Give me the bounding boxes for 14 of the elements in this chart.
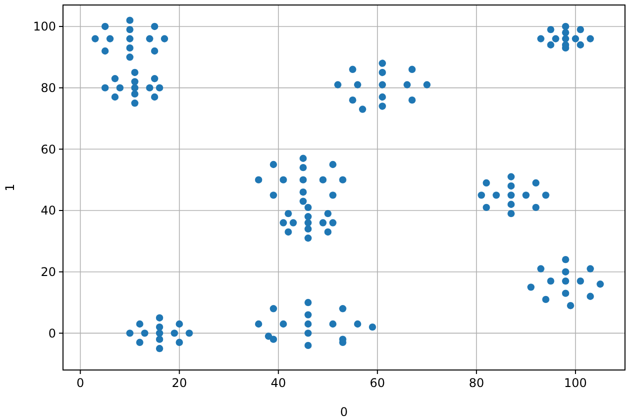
y-axis-title: 1 — [3, 184, 17, 192]
y-tick-label: 100 — [33, 20, 56, 34]
x-tick-label: 80 — [468, 376, 484, 390]
y-tick-label: 80 — [40, 81, 56, 96]
x-tick-label: 100 — [564, 376, 587, 390]
x-tick-label: 40 — [270, 376, 286, 390]
x-tick-label: 60 — [370, 376, 386, 390]
y-tick-label: 40 — [40, 204, 56, 218]
y-tick-label: 60 — [40, 142, 56, 156]
x-axis-title: 0 — [340, 405, 348, 419]
x-tick-label: 0 — [76, 376, 84, 390]
y-tick-label: 0 — [48, 326, 56, 340]
y-tick-label: 20 — [40, 265, 56, 280]
x-tick-label: 20 — [172, 376, 187, 390]
